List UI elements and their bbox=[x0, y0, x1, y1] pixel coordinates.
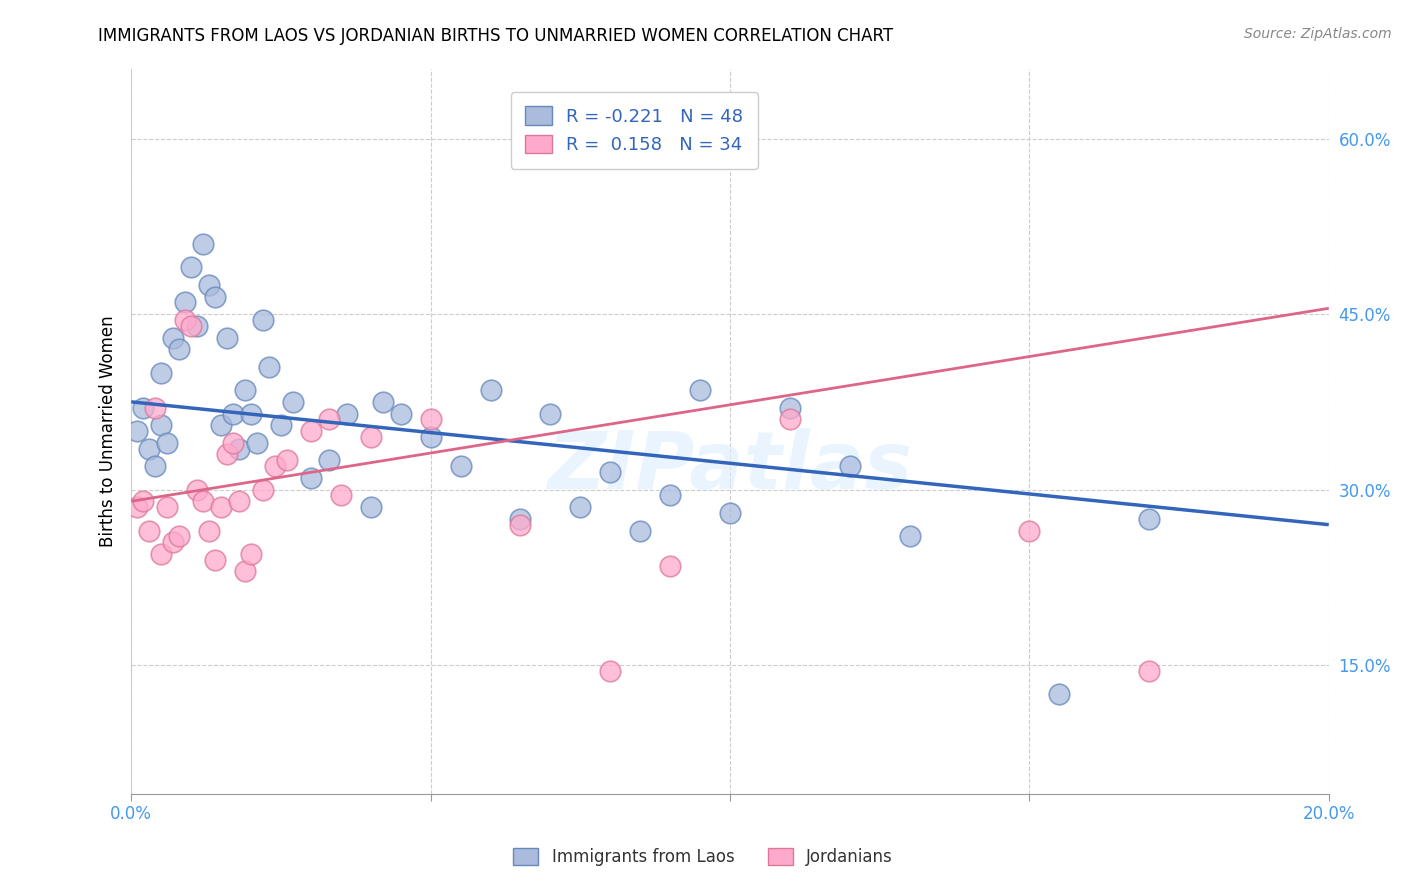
Point bbox=[299, 424, 322, 438]
Point bbox=[174, 313, 197, 327]
Point bbox=[329, 488, 352, 502]
Point bbox=[419, 430, 441, 444]
Point bbox=[198, 524, 221, 538]
Point bbox=[538, 407, 561, 421]
Point bbox=[1137, 512, 1160, 526]
Point bbox=[162, 535, 184, 549]
Point bbox=[299, 471, 322, 485]
Point bbox=[180, 260, 202, 275]
Point bbox=[174, 295, 197, 310]
Point bbox=[156, 500, 179, 515]
Point bbox=[264, 459, 287, 474]
Point bbox=[240, 547, 263, 561]
Text: Source: ZipAtlas.com: Source: ZipAtlas.com bbox=[1244, 27, 1392, 41]
Point bbox=[127, 424, 149, 438]
Point bbox=[252, 483, 274, 497]
Point bbox=[233, 565, 256, 579]
Point bbox=[318, 412, 340, 426]
Point bbox=[191, 494, 214, 508]
Point bbox=[281, 395, 304, 409]
Point bbox=[659, 558, 682, 573]
Point bbox=[143, 459, 166, 474]
Point bbox=[718, 506, 741, 520]
Point bbox=[509, 517, 531, 532]
Point bbox=[204, 290, 226, 304]
Point bbox=[228, 442, 250, 456]
Point bbox=[419, 412, 441, 426]
Point bbox=[257, 359, 280, 374]
Point bbox=[318, 453, 340, 467]
Point bbox=[336, 407, 359, 421]
Point bbox=[180, 318, 202, 333]
Legend: Immigrants from Laos, Jordanians: Immigrants from Laos, Jordanians bbox=[505, 840, 901, 875]
Point bbox=[1047, 687, 1070, 701]
Point bbox=[628, 524, 651, 538]
Point bbox=[150, 547, 173, 561]
Point bbox=[167, 529, 190, 543]
Point bbox=[186, 483, 208, 497]
Text: IMMIGRANTS FROM LAOS VS JORDANIAN BIRTHS TO UNMARRIED WOMEN CORRELATION CHART: IMMIGRANTS FROM LAOS VS JORDANIAN BIRTHS… bbox=[98, 27, 894, 45]
Point bbox=[479, 383, 502, 397]
Point bbox=[228, 494, 250, 508]
Point bbox=[167, 343, 190, 357]
Point bbox=[150, 366, 173, 380]
Point bbox=[360, 500, 382, 515]
Point bbox=[779, 401, 801, 415]
Point bbox=[1018, 524, 1040, 538]
Point bbox=[270, 418, 292, 433]
Point bbox=[132, 401, 155, 415]
Point bbox=[233, 383, 256, 397]
Point bbox=[186, 318, 208, 333]
Point bbox=[198, 277, 221, 292]
Point bbox=[143, 401, 166, 415]
Point bbox=[132, 494, 155, 508]
Point bbox=[240, 407, 263, 421]
Point bbox=[191, 236, 214, 251]
Legend: R = -0.221   N = 48, R =  0.158   N = 34: R = -0.221 N = 48, R = 0.158 N = 34 bbox=[510, 92, 758, 169]
Point bbox=[450, 459, 472, 474]
Point bbox=[838, 459, 860, 474]
Point bbox=[599, 664, 621, 678]
Point bbox=[222, 435, 245, 450]
Point bbox=[138, 524, 160, 538]
Point bbox=[276, 453, 298, 467]
Point bbox=[360, 430, 382, 444]
Point bbox=[215, 448, 238, 462]
Point bbox=[215, 330, 238, 344]
Point bbox=[509, 512, 531, 526]
Point bbox=[222, 407, 245, 421]
Point bbox=[162, 330, 184, 344]
Point bbox=[599, 465, 621, 479]
Point bbox=[389, 407, 412, 421]
Point bbox=[898, 529, 921, 543]
Point bbox=[204, 553, 226, 567]
Point bbox=[209, 418, 232, 433]
Point bbox=[659, 488, 682, 502]
Point bbox=[138, 442, 160, 456]
Point bbox=[209, 500, 232, 515]
Point bbox=[246, 435, 269, 450]
Text: ZIPatlas: ZIPatlas bbox=[547, 428, 912, 507]
Y-axis label: Births to Unmarried Women: Births to Unmarried Women bbox=[100, 315, 117, 547]
Point bbox=[779, 412, 801, 426]
Point bbox=[371, 395, 394, 409]
Point bbox=[689, 383, 711, 397]
Point bbox=[1137, 664, 1160, 678]
Point bbox=[150, 418, 173, 433]
Point bbox=[569, 500, 592, 515]
Point bbox=[156, 435, 179, 450]
Point bbox=[127, 500, 149, 515]
Point bbox=[252, 313, 274, 327]
